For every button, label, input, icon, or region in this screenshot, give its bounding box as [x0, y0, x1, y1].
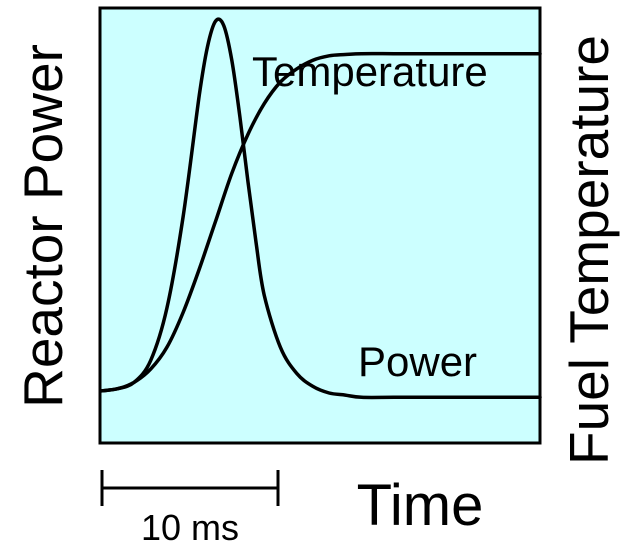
x-axis-label: Time	[357, 473, 484, 538]
plot-area	[98, 6, 542, 445]
annotation-power: Power	[358, 338, 477, 385]
scale-bar	[100, 470, 280, 506]
y-axis-label-left: Reactor Power	[12, 44, 74, 408]
y-axis-label-right: Fuel Temperature	[558, 35, 620, 465]
annotation-temperature: Temperature	[252, 48, 488, 95]
scale-bar-label: 10 ms	[141, 507, 239, 543]
series-line-power	[100, 17, 542, 400]
series-line-temperature	[100, 51, 542, 393]
